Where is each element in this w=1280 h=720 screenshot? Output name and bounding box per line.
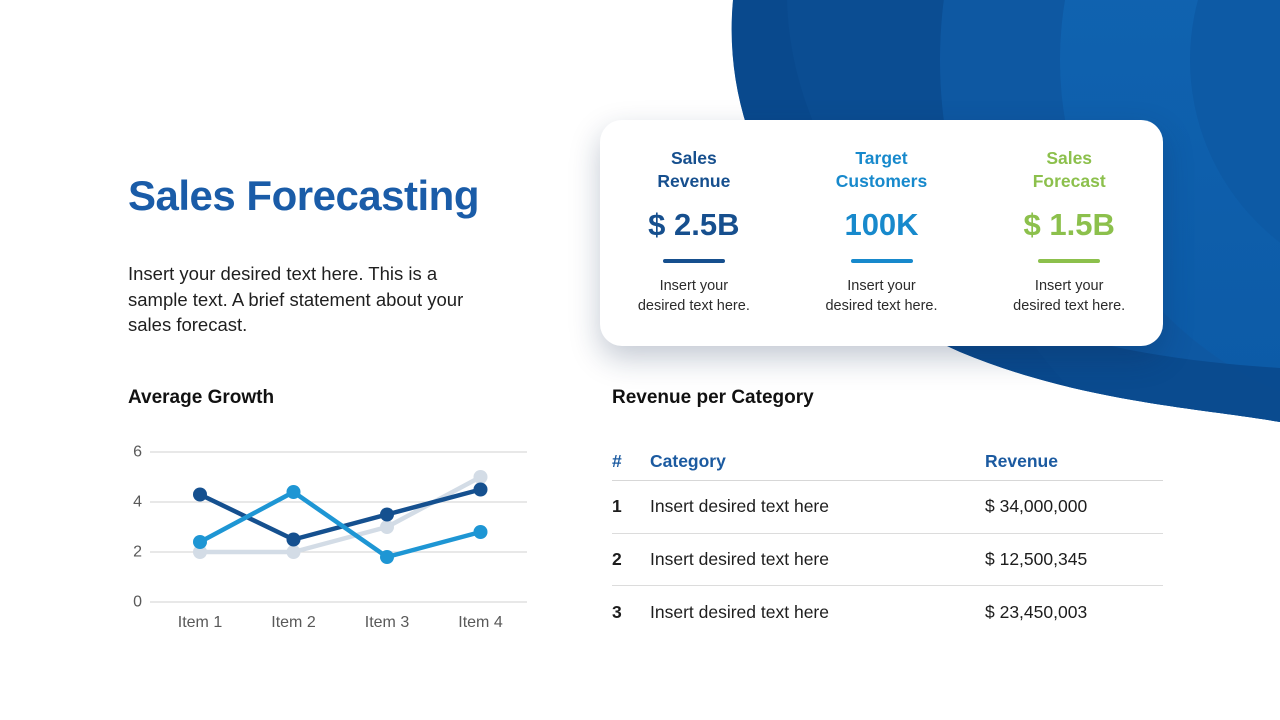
revenue-cell: $ 12,500,345: [985, 548, 1088, 569]
dark-blue-series-point: [473, 482, 488, 497]
stat-label: Target Customers: [835, 148, 928, 191]
y-tick-label: 0: [133, 594, 142, 611]
dark-blue-series-point: [286, 532, 301, 547]
stat-target-customers: Target Customers 100K Insert your desire…: [788, 120, 976, 346]
bright-blue-series: [197, 489, 483, 560]
y-tick-label: 6: [133, 444, 142, 461]
growth-line-chart: 0 2 4 6 Item 1 Item 2 Item 3 Item 4: [133, 444, 527, 631]
x-tick-label: Item 3: [365, 614, 410, 631]
stat-underline: [1038, 258, 1101, 263]
stat-underline: [662, 258, 725, 263]
stat-sales-revenue: Sales Revenue $ 2.5B Insert your desired…: [600, 120, 788, 346]
y-tick-label: 2: [133, 544, 142, 561]
light-gray-series-point: [380, 520, 394, 534]
table-header-cell: Revenue: [985, 450, 1058, 471]
bright-blue-series-point: [473, 525, 488, 539]
light-gray-series-point: [286, 545, 301, 559]
stat-label: Sales Revenue: [657, 148, 731, 191]
revenue-table: # Category Revenue 1 Insert desired text her…: [612, 442, 1163, 639]
dark-blue-series-point: [193, 487, 207, 502]
stat-value: $ 1.5B: [1023, 206, 1115, 242]
slide-description: Insert your desired text here. This is a…: [128, 263, 464, 336]
bright-blue-series-point: [286, 485, 301, 499]
bright-blue-series-point: [380, 550, 394, 564]
table-row: 3 Insert desired text here $ 23,450,003: [612, 586, 1163, 639]
x-tick-label: Item 1: [178, 614, 223, 631]
y-tick-label: 4: [133, 494, 142, 511]
page-title: Sales Forecasting: [128, 172, 479, 219]
table-header-row: # Category Revenue: [612, 442, 1163, 481]
dark-blue-series-point: [380, 507, 394, 522]
stat-label: Sales Forecast: [1032, 148, 1106, 191]
stat-caption: Insert your desired text here.: [825, 277, 938, 314]
stat-value: 100K: [844, 206, 919, 242]
category-cell: Insert desired text here: [650, 548, 829, 569]
light-gray-series-point: [473, 470, 488, 484]
table-header-cell: Category: [650, 450, 726, 471]
stat-value: $ 2.5B: [648, 206, 740, 242]
table-header-cell: #: [612, 450, 622, 471]
table-row: 1 Insert desired text here $ 34,000,000: [612, 481, 1163, 534]
stat-underline: [850, 258, 913, 263]
revenue-table-title: Revenue per Category: [612, 387, 814, 408]
bright-blue-series-point: [193, 535, 207, 549]
stat-caption: Insert your desired text here.: [1013, 277, 1126, 314]
category-cell: Insert desired text here: [650, 496, 829, 517]
light-gray-series-point: [193, 545, 207, 559]
x-tick-label: Item 4: [458, 614, 503, 631]
category-cell: Insert desired text here: [650, 601, 829, 622]
row-number: 2: [612, 548, 622, 569]
row-number: 3: [612, 601, 622, 622]
growth-chart-title: Average Growth: [128, 387, 275, 408]
revenue-cell: $ 34,000,000: [985, 496, 1088, 517]
stat-sales-forecast: Sales Forecast $ 1.5B Insert your desire…: [975, 120, 1163, 346]
row-number: 1: [612, 496, 622, 517]
stat-caption: Insert your desired text here.: [637, 277, 750, 314]
revenue-cell: $ 23,450,003: [985, 601, 1088, 622]
table-row: 2 Insert desired text here $ 12,500,345: [612, 534, 1163, 586]
x-tick-label: Item 2: [271, 614, 316, 631]
stats-card: Sales Revenue $ 2.5B Insert your desired…: [600, 120, 1163, 346]
